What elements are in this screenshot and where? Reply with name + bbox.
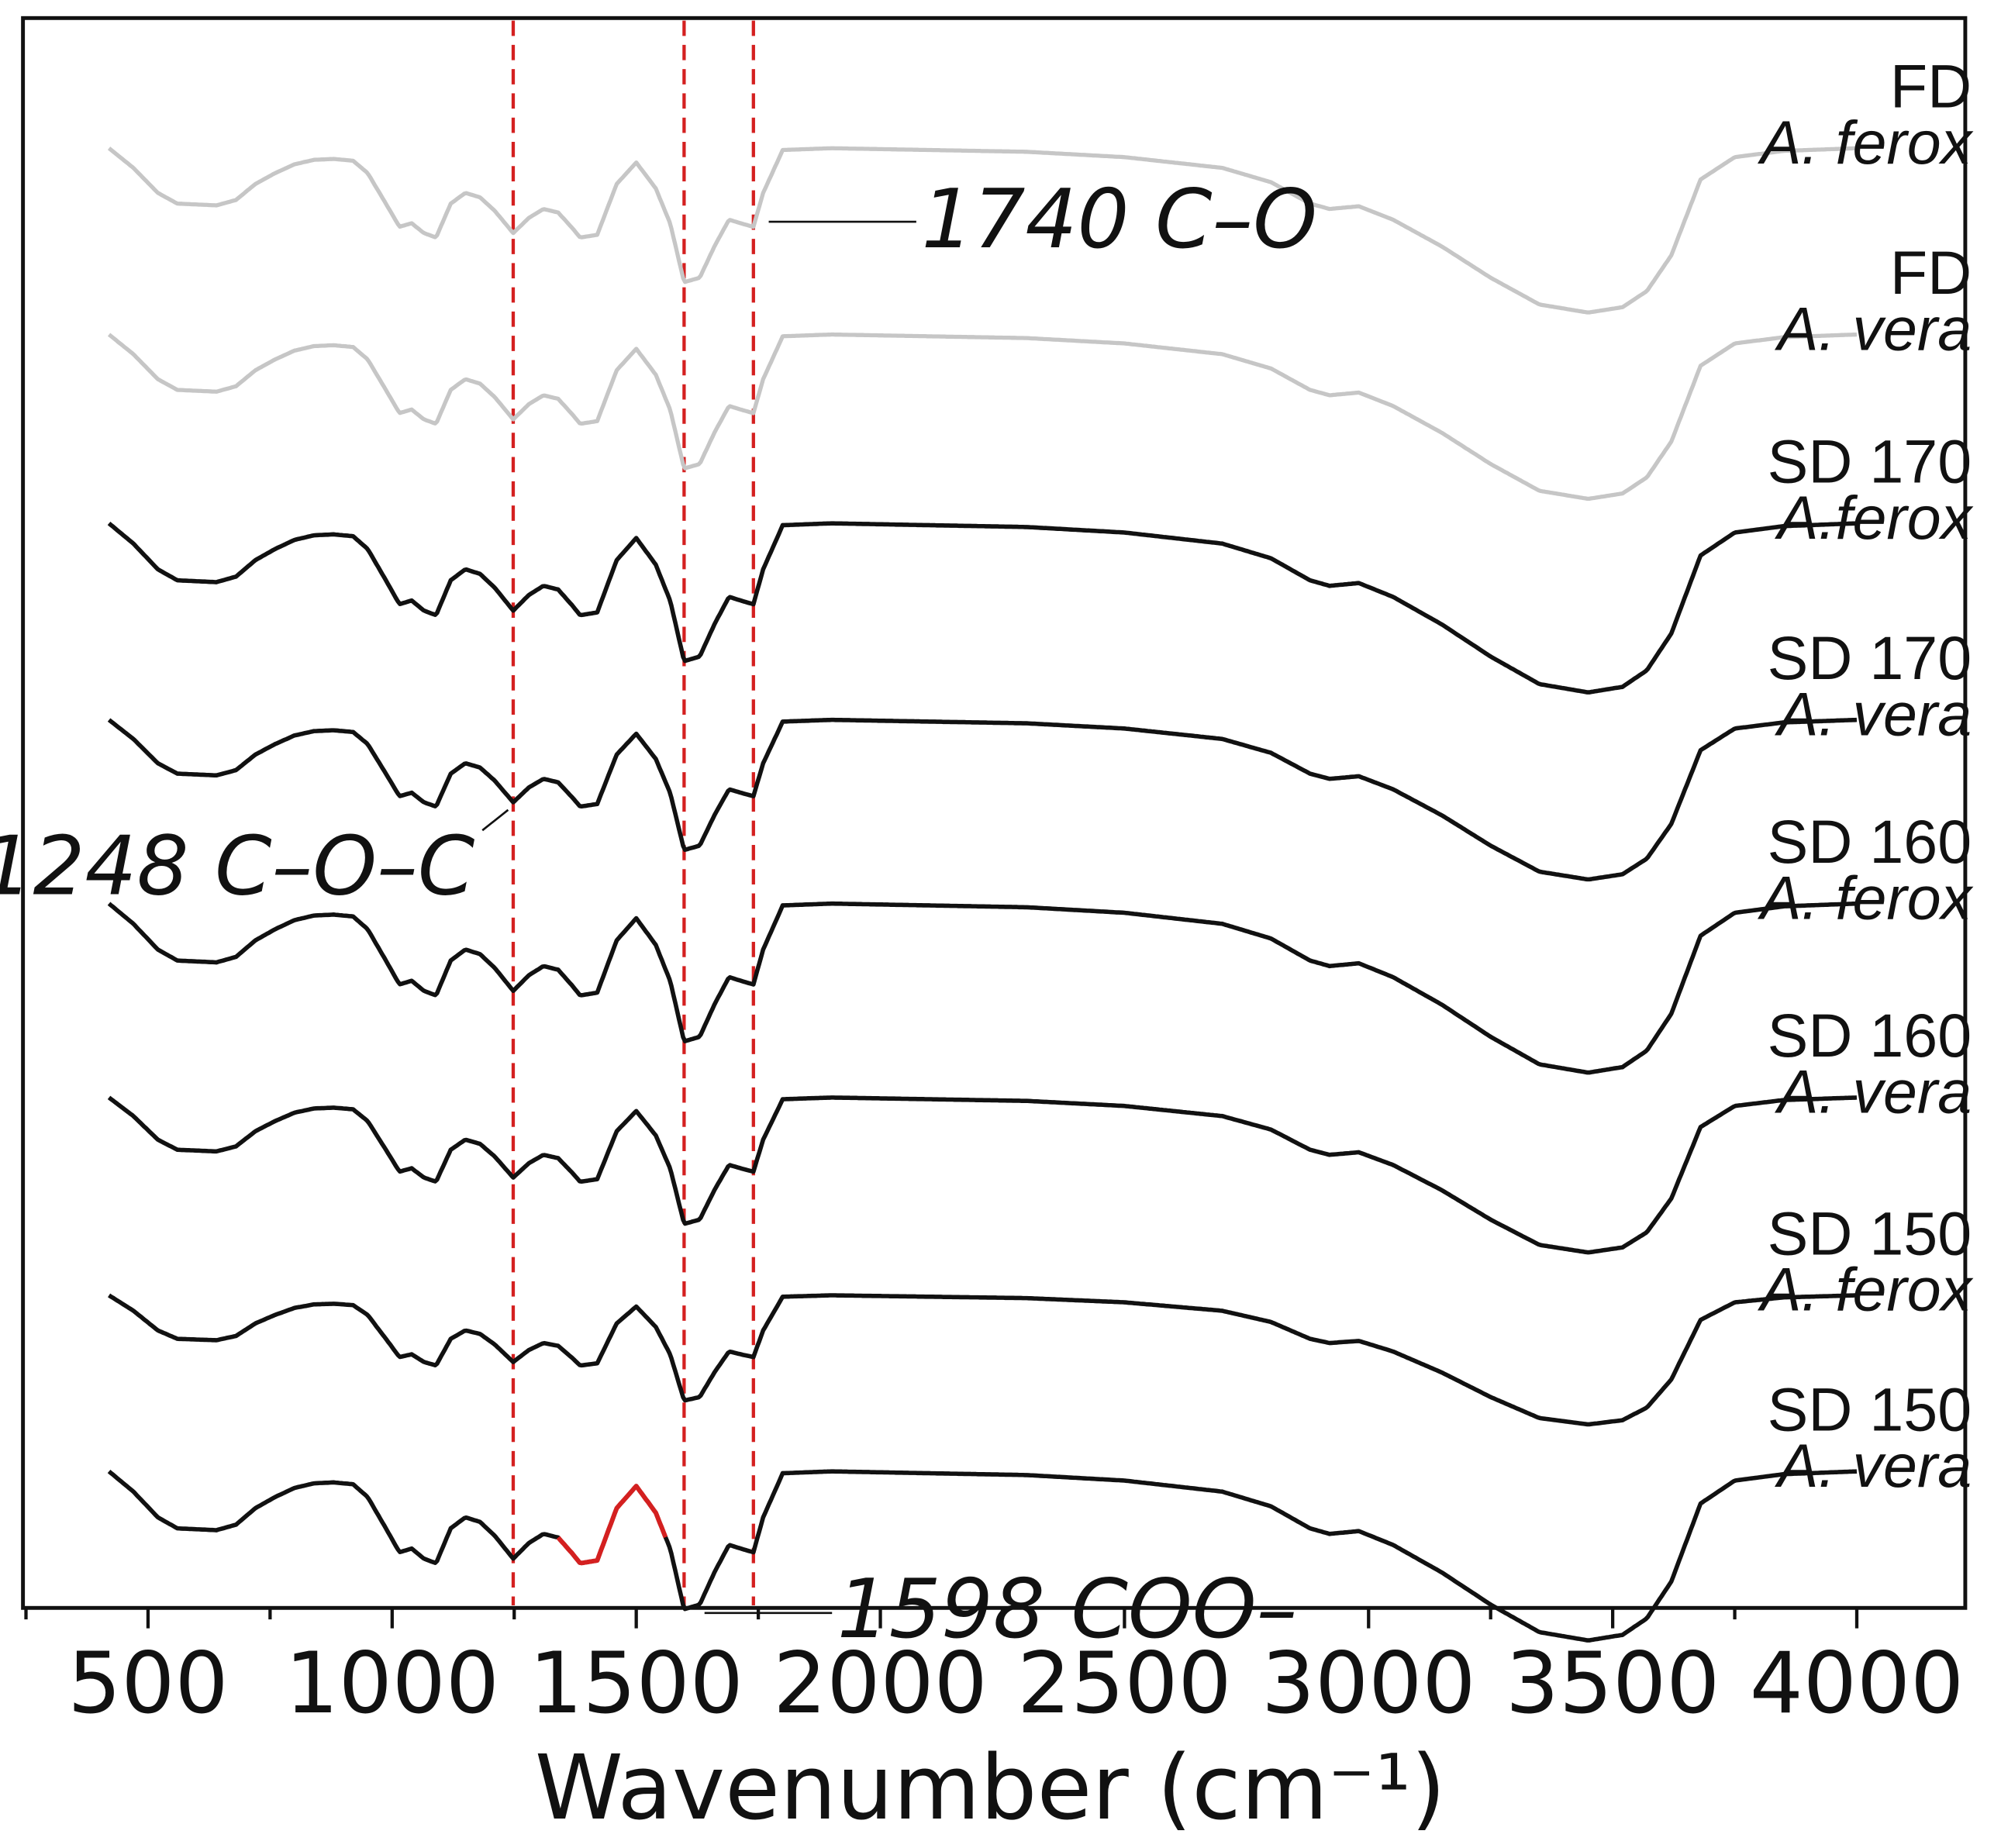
marker-lines [511,20,755,1605]
series-species-label: A. vera [1775,679,1972,748]
x-tick-label: 2000 [773,1634,987,1732]
series-species-label: A. vera [1775,1057,1972,1126]
series-label: FD [1890,238,1972,307]
series-line [108,1293,1858,1427]
series-line [107,521,1858,695]
x-axis: 500 1000 1500 2000 2500 3000 3500 4000 [24,1608,1964,1732]
x-axis-title: Wavenumber (cm⁻¹) [535,1736,1446,1840]
series-species-label: A. ferox [1758,863,1974,932]
series-species-label: A. vera [1775,294,1972,363]
series-label: SD 150 [1768,1374,1972,1443]
x-tick-label: 2500 [1017,1634,1231,1732]
series-label: SD 170 [1768,623,1972,692]
series-0: FDA. ferox [107,52,1974,315]
series-label: SD 160 [1768,807,1972,876]
plot-frame [21,16,1968,1610]
series-1: FDA. vera [107,238,1972,502]
series-species-label: A.ferox [1775,483,1974,552]
series-species-label: A. ferox [1758,108,1974,177]
x-tick-label: 3500 [1506,1634,1720,1732]
series-species-label: A. vera [1775,1431,1972,1500]
x-tick-label: 3000 [1261,1634,1475,1732]
x-tick-label: 1500 [529,1634,743,1732]
highlight-segment [556,1484,668,1566]
series-line [107,1095,1858,1255]
annotation-label: 1740 C–O [921,171,1317,267]
x-tick-label: 500 [67,1634,228,1732]
annotation-label: 1248 C–O–C [0,818,475,913]
series-label: SD 170 [1768,426,1972,495]
series-line [107,1469,1858,1643]
series-label: FD [1890,52,1972,121]
series-line [107,717,1858,882]
series-line [107,332,1858,502]
annotations: 1740 C–O 1248 C–O–C 1598 COO– [0,171,1317,1657]
series-line [107,901,1858,1075]
series-label: SD 150 [1768,1198,1972,1267]
series-label: SD 160 [1768,1001,1972,1070]
x-tick-label: 4000 [1750,1634,1964,1732]
series-species-label: A. ferox [1758,1255,1974,1324]
annotation-leader [481,808,509,832]
annotation-label: 1598 COO– [837,1561,1298,1657]
series-line [107,146,1858,315]
x-tick-label: 1000 [285,1634,499,1732]
